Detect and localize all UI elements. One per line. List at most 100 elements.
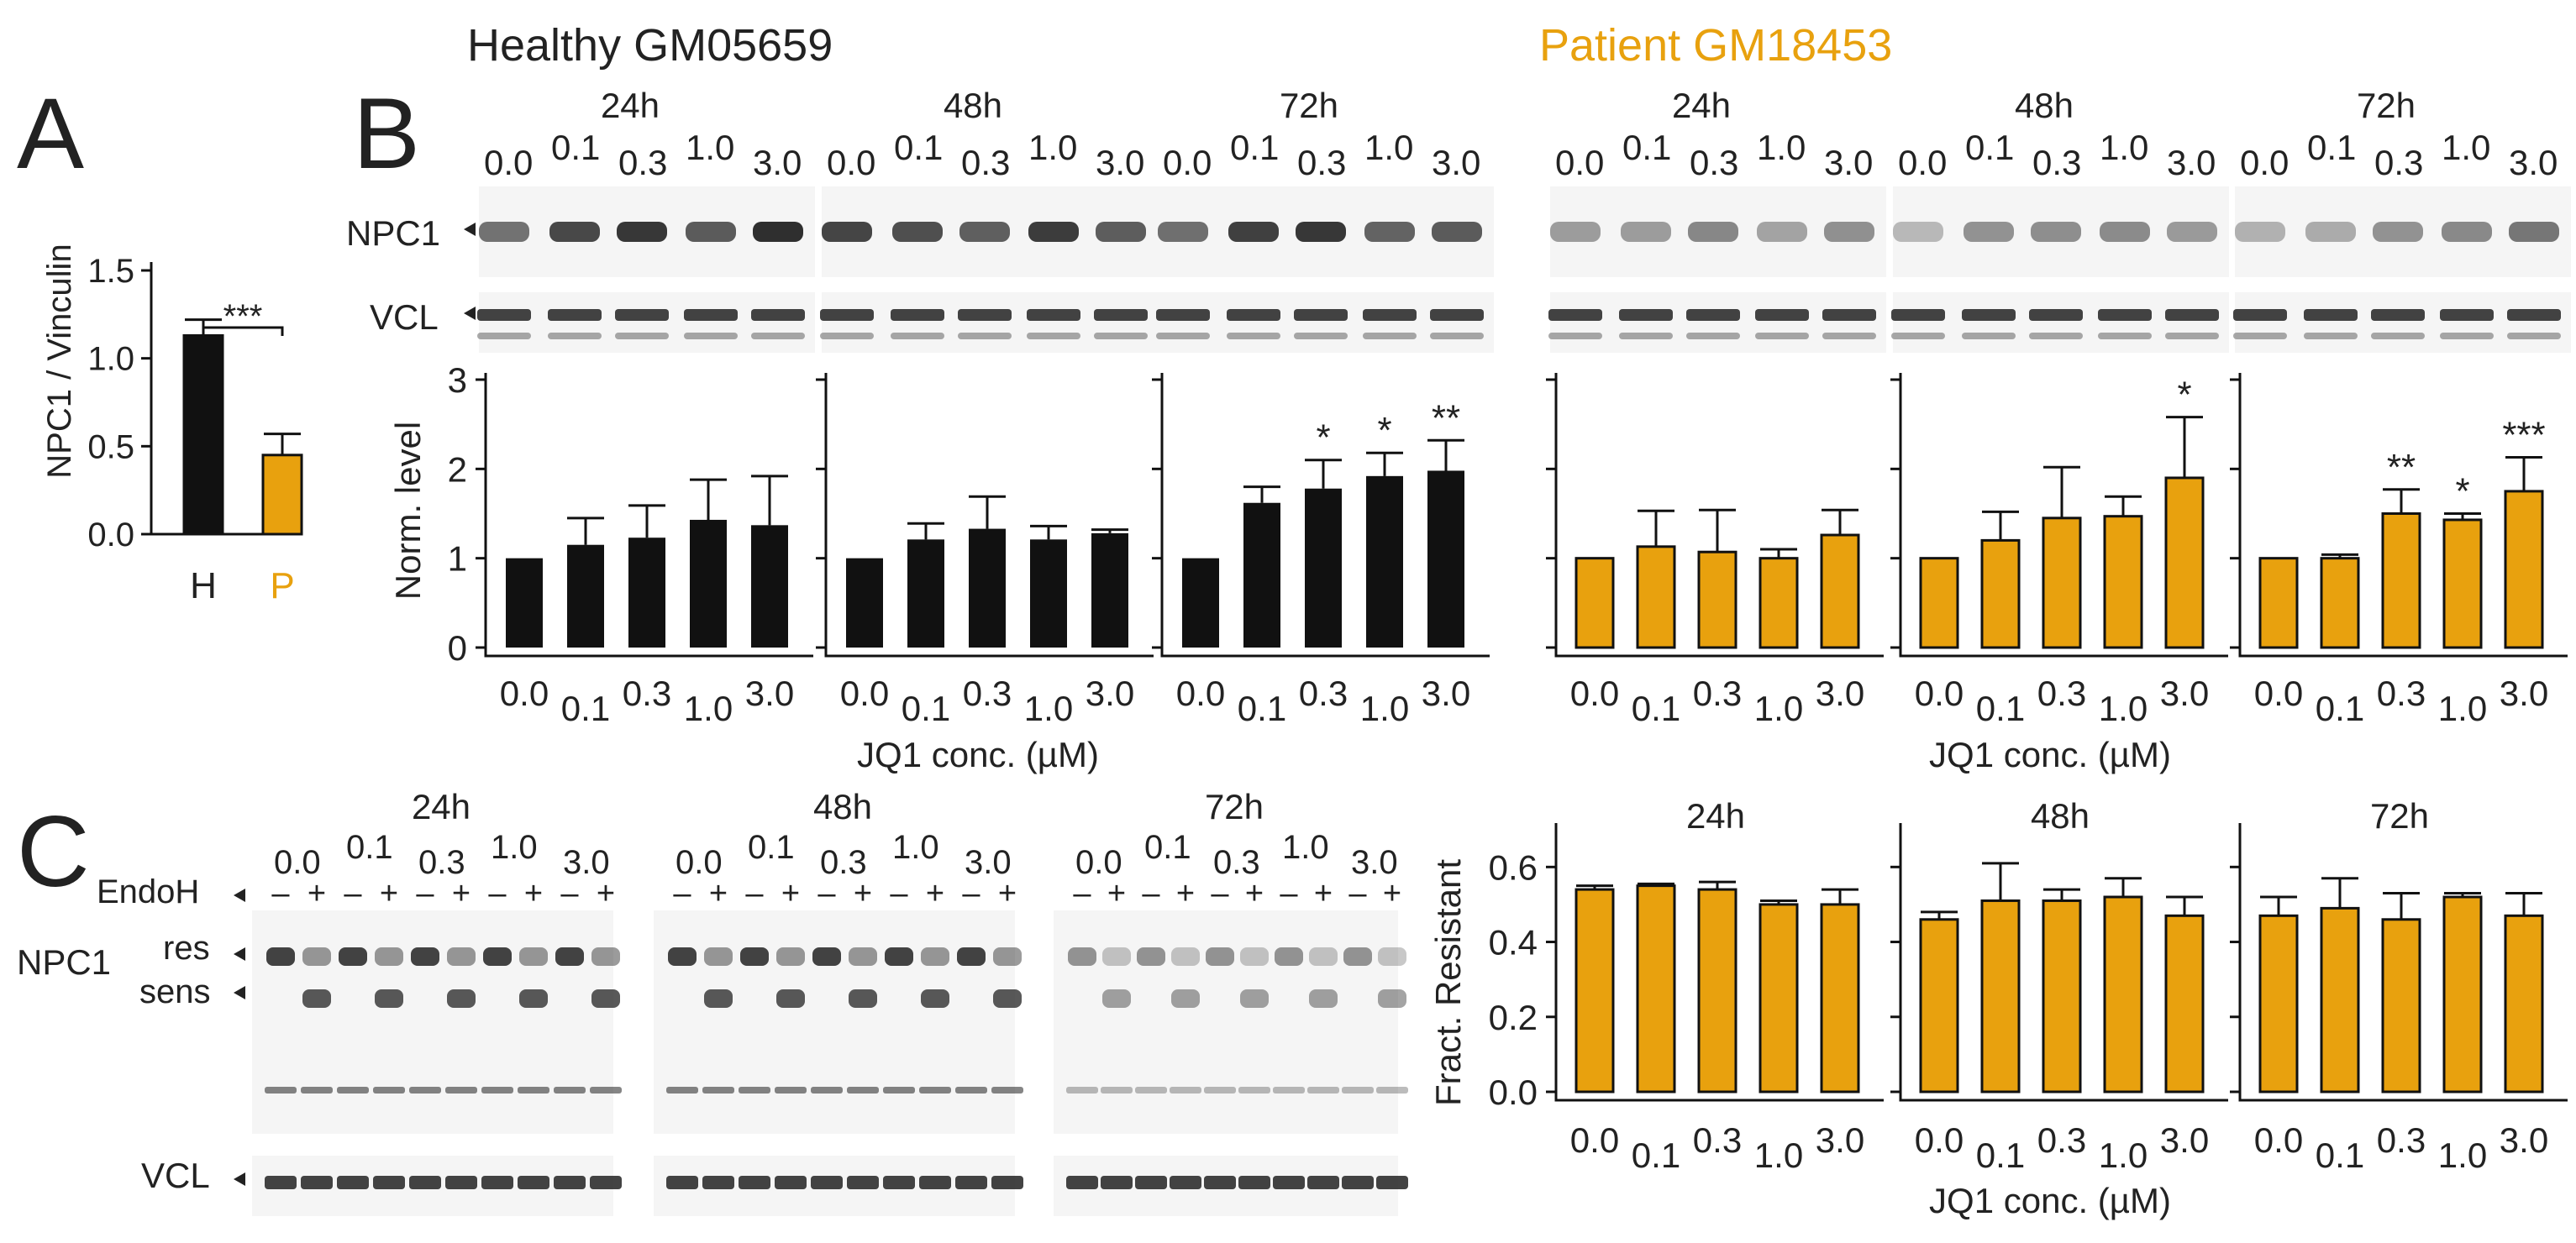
panel-c-res-band-2-9 <box>1378 947 1406 966</box>
panel-c-lower-band-1-7 <box>919 1087 951 1094</box>
panel-b-npc1-band-4-1 <box>1964 222 2014 242</box>
panel-b-blot-time-2: 72h <box>1280 86 1338 125</box>
panel-c-endoh-sign-1-6: – <box>890 876 908 911</box>
panel-b-vcl-blot-1 <box>822 292 1158 353</box>
panel-c-vcl-band-2-7 <box>1307 1176 1339 1189</box>
panel-b-xtick-label-1-3: 1.0 <box>1024 689 1073 728</box>
panel-c-lower-band-2-1 <box>1101 1087 1133 1094</box>
panel-b-bar-0-4 <box>751 525 788 648</box>
panel-b-errorbar-3-2 <box>1699 508 1736 553</box>
panel-c-endoh-sign-1-9: + <box>998 876 1017 911</box>
panel-b-vcl-lower-band-2-1 <box>1227 333 1280 339</box>
panel-b-npc1-band-1-4 <box>1096 222 1146 242</box>
panel-c-res-band-2-4 <box>1206 947 1234 966</box>
panel-b-errorbar-4-3 <box>2105 495 2142 517</box>
panel-b-xtick-label-2-2: 0.3 <box>1299 674 1348 713</box>
panel-b-errorbar-1-2 <box>969 495 1006 529</box>
panel-c-vcl-band-0-9 <box>590 1176 622 1189</box>
panel-b-vcl-band-3-1 <box>1619 309 1673 321</box>
panel-b-vcl-blot-3 <box>1550 292 1886 353</box>
panel-b-errorbar-2-3 <box>1366 451 1403 476</box>
panel-c-endoh-sign-1-5: + <box>854 876 872 911</box>
blot-label-res: res <box>163 930 210 967</box>
panel-c-vcl-band-1-7 <box>919 1176 951 1189</box>
panel-b-vcl-lower-band-2-3 <box>1363 333 1417 339</box>
panel-b-npc1-band-1-3 <box>1028 222 1079 242</box>
panel-b-npc1-band-2-3 <box>1364 222 1415 242</box>
panel-c-endoh-sign-0-7: + <box>524 876 543 911</box>
panel-b-xtick-label-0-0: 0.0 <box>500 674 549 713</box>
panel-b-bar-3-1 <box>1636 545 1676 649</box>
panel-b-bar-3-2 <box>1697 550 1737 649</box>
panel-c-lower-band-2-6 <box>1273 1087 1305 1094</box>
panel-b-conc-label-4-3: 1.0 <box>2100 128 2148 167</box>
panel-b-bar-1-2 <box>969 528 1006 648</box>
panel-b-npc1-band-3-4 <box>1824 222 1874 242</box>
panel-b-bar-1-4 <box>1091 532 1128 648</box>
panel-c-conc-label-2-3: 1.0 <box>1282 829 1329 866</box>
panel-b-errorbar-4-4 <box>2166 416 2203 478</box>
panel-c-chart-time-2: 72h <box>2370 796 2429 836</box>
panel-c-conc-label-2-1: 0.1 <box>1144 829 1191 866</box>
panel-b-npc1-band-0-3 <box>686 222 736 242</box>
panel-b-vcl-lower-band-1-1 <box>891 333 944 339</box>
panel-b-bar-0-1 <box>567 544 604 648</box>
panel-b-xtick-label-4-1: 0.1 <box>1976 689 2025 728</box>
panel-b-significance-2-4: ** <box>1432 397 1460 438</box>
panel-b-bar-3-4 <box>1820 533 1860 649</box>
panel-b-axes-5 <box>2238 373 2568 658</box>
panel-b-xtick-label-3-3: 1.0 <box>1754 689 1803 728</box>
panel-c-sens-band-2-1 <box>1102 989 1131 1008</box>
panel-c-xtick-label-0-2: 0.3 <box>1693 1120 1742 1160</box>
panel-b-conc-label-3-3: 1.0 <box>1757 128 1806 167</box>
panel-c-vcl-band-2-9 <box>1376 1176 1408 1189</box>
panel-c-lower-band-0-7 <box>518 1087 549 1094</box>
panel-c-sens-band-0-5 <box>447 989 476 1008</box>
panel-b-ylabel: Norm. level <box>388 422 428 600</box>
panel-b-conc-label-4-0: 0.0 <box>1898 143 1947 182</box>
panel-c-res-band-0-0 <box>266 947 295 966</box>
panel-b-npc1-band-4-4 <box>2167 222 2217 242</box>
panel-b-errorbar-5-3 <box>2444 512 2481 520</box>
panel-c-endoh-sign-1-2: – <box>745 876 764 911</box>
panel-b-bar-2-3 <box>1366 475 1403 648</box>
panel-c-conc-label-2-0: 0.0 <box>1075 844 1122 881</box>
panel-b-conc-label-5-2: 0.3 <box>2374 143 2423 182</box>
panel-c-conc-label-0-1: 0.1 <box>346 829 393 866</box>
panel-b-xtick-label-4-2: 0.3 <box>2037 674 2086 713</box>
blot-label-vcl-c: VCL <box>141 1156 210 1195</box>
panel-c-axes-2 <box>2238 823 2568 1102</box>
panel-c-vcl-band-0-2 <box>337 1176 369 1189</box>
panel-b-errorbar-5-1 <box>2321 553 2358 559</box>
panel-b-npc1-band-4-2 <box>2031 222 2081 242</box>
panel-b-vcl-band-4-3 <box>2098 309 2152 321</box>
panel-c-lower-band-1-8 <box>955 1087 987 1094</box>
panel-b-npc1-band-3-3 <box>1757 222 1807 242</box>
panel-c-lower-band-1-0 <box>666 1087 698 1094</box>
panel-b-blot-time-0: 24h <box>601 86 660 125</box>
panel-c-errorbar-1-1 <box>1982 862 2019 901</box>
panel-b-axes-1 <box>824 373 1154 658</box>
panel-c-vcl-band-0-1 <box>301 1176 333 1189</box>
panel-b-vcl-band-5-4 <box>2507 309 2561 321</box>
panel-b-xtick-label-3-1: 0.1 <box>1632 689 1680 728</box>
panel-b-vcl-band-2-1 <box>1227 309 1280 321</box>
panel-b-vcl-lower-band-3-1 <box>1619 333 1673 339</box>
panel-b-conc-label-2-0: 0.0 <box>1163 143 1212 182</box>
panel-b-npc1-band-3-0 <box>1550 222 1601 242</box>
panel-c-lower-band-0-6 <box>481 1087 513 1094</box>
panel-b-xtick-label-3-2: 0.3 <box>1693 674 1742 713</box>
panel-c-bar-1-4 <box>2164 914 2205 1094</box>
panel-c-sens-band-2-5 <box>1240 989 1269 1008</box>
panel-c-vcl-band-1-3 <box>775 1176 807 1189</box>
panel-c-npc1-blot-1 <box>654 910 1015 1134</box>
panel-c-axes-0 <box>1554 823 1884 1102</box>
panel-a-ytick-label: 0.5 <box>87 428 134 465</box>
panel-b-vcl-lower-band-0-1 <box>548 333 602 339</box>
panel-b-vcl-blot-0 <box>479 292 815 353</box>
blot-label-npc1-c: NPC1 <box>17 942 111 982</box>
panel-c-bar-1-0 <box>1919 918 1959 1094</box>
panel-b-xtick-label-0-2: 0.3 <box>623 674 671 713</box>
panel-c-xtick-label-2-0: 0.0 <box>2254 1120 2303 1160</box>
panel-b-errorbar-5-2 <box>2383 488 2420 514</box>
